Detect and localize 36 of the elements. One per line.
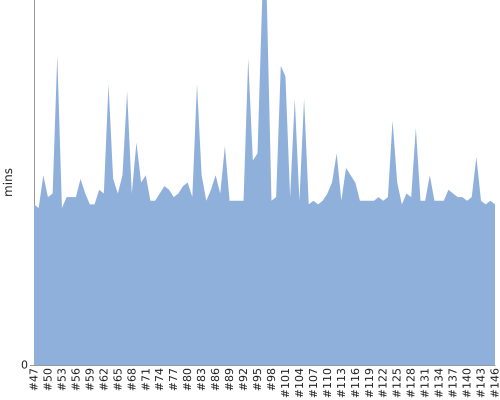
x-tick-label: #146 [488, 368, 500, 398]
x-tick-label: #95 [251, 368, 264, 392]
x-tick-label: #50 [41, 368, 54, 392]
x-tick-label: #86 [209, 368, 222, 392]
x-tick-label: #125 [390, 368, 404, 398]
x-tick-label: #122 [376, 368, 390, 398]
x-tick-label: #62 [97, 368, 110, 392]
x-tick-label: #131 [418, 368, 432, 398]
x-tick-label: #128 [404, 368, 418, 398]
x-tick-label: #98 [264, 368, 278, 392]
x-tick-label: #137 [446, 368, 460, 398]
x-tick-label: #56 [69, 368, 82, 392]
x-tick-label: #80 [181, 368, 194, 392]
x-tick-label: #92 [237, 368, 250, 392]
x-tick-label: #74 [153, 368, 166, 392]
x-tick-label: #134 [432, 368, 446, 398]
x-tick-label: #89 [223, 368, 236, 392]
x-tick-label: #59 [83, 368, 96, 392]
x-tick-label: #140 [460, 368, 474, 398]
x-tick-label: #71 [139, 368, 152, 392]
x-tick-label: #83 [195, 368, 208, 392]
x-tick-label: #116 [348, 368, 362, 398]
x-tick-label: #47 [28, 368, 40, 392]
x-tick-label: #107 [306, 368, 320, 398]
x-tick-label: #104 [292, 368, 306, 398]
x-tick-label: #110 [320, 368, 334, 398]
x-tick-label: #77 [167, 368, 180, 392]
text: 0 [21, 358, 28, 372]
x-tick-label: #65 [111, 368, 124, 392]
x-tick-label: #101 [278, 368, 292, 398]
x-tick-label: #113 [334, 368, 348, 398]
x-tick-label: #53 [55, 368, 68, 392]
x-tick-label: #143 [474, 368, 488, 398]
x-tick-label: #119 [362, 368, 376, 398]
x-tick-label: #68 [125, 368, 138, 392]
y-axis-title: mins [1, 168, 15, 197]
